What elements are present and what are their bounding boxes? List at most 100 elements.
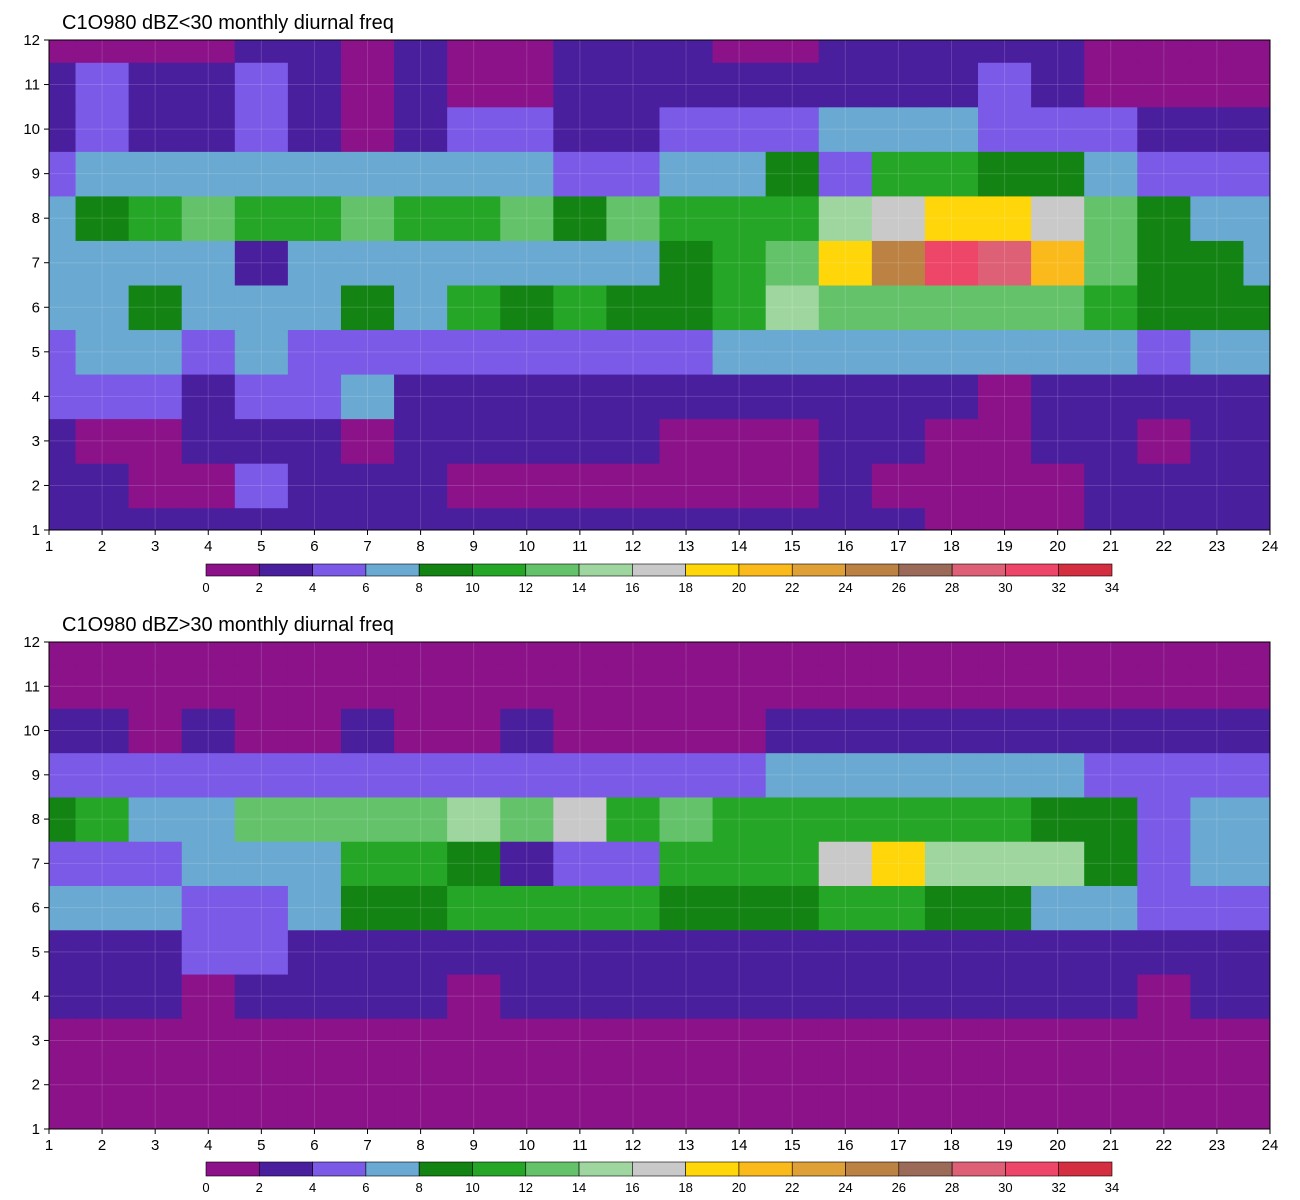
heatmap-cell [1031,664,1085,709]
heatmap-cell [49,752,77,798]
x-tick-label: 3 [151,1137,159,1154]
heatmap-cell [765,374,820,420]
heatmap-cell [447,885,501,931]
heatmap-cell [659,106,714,152]
heatmap-cell [447,106,501,152]
heatmap-cell [447,507,501,531]
heatmap-cell [49,285,77,331]
colorbar-tick-label: 16 [625,1180,639,1195]
heatmap-cell [553,708,607,754]
heatmap-cell [1190,463,1244,509]
x-tick-label: 16 [837,538,854,555]
colorbar-tick-label: 10 [465,1180,479,1195]
heatmap-cell [712,752,767,798]
x-tick-label: 21 [1102,538,1119,555]
heatmap-cell [1137,507,1191,531]
colorbar-swatch [685,1161,740,1177]
heatmap-cell [447,374,501,420]
heatmap-cell [75,974,130,1019]
heatmap-cell [1243,1018,1271,1064]
heatmap-cell [818,708,873,754]
heatmap-cell [871,1106,926,1130]
chart-title: C1O980 dBZ>30 monthly diurnal freq [62,614,394,636]
heatmap-cell [447,752,501,798]
y-tick-label: 3 [32,433,40,450]
y-tick-label: 8 [32,210,40,227]
heatmap-cell [924,642,979,665]
heatmap-cell [394,841,448,886]
heatmap-cell [712,708,767,754]
heatmap-cell [181,463,236,509]
heatmap-cell [394,708,448,754]
x-tick-label: 12 [625,1137,642,1154]
colorbar-swatch [472,1161,527,1177]
colorbar-tick-label: 22 [785,1180,799,1195]
heatmap-cell [394,642,448,665]
heatmap-cell [553,885,607,931]
heatmap-cell [75,195,130,241]
x-tick-label: 3 [151,538,159,555]
heatmap-cell [924,1062,979,1108]
heatmap-cell [181,642,236,665]
heatmap-cell [75,708,130,754]
heatmap-cell [871,151,926,197]
heatmap-cell [287,329,342,375]
colorbar-swatch [1005,563,1060,577]
heatmap-cell [818,106,873,152]
heatmap-cell [49,664,77,709]
heatmap-cell [181,1062,236,1108]
heatmap-cell [712,507,767,531]
heatmap-cell [553,195,607,241]
colorbar-swatch [1058,563,1113,577]
colorbar-tick-label: 8 [416,580,423,595]
heatmap-cell [978,329,1032,375]
heatmap-cell [1190,285,1244,331]
heatmap-cell [340,418,395,464]
heatmap-cell [659,195,714,241]
heatmap-cell [181,841,236,886]
heatmap-cell [394,885,448,931]
heatmap-cell [871,285,926,331]
heatmap-cell [553,40,607,63]
heatmap-cell [765,195,820,241]
heatmap-cell [978,240,1032,286]
heatmap-cell [1031,62,1085,108]
heatmap-cell [394,664,448,709]
heatmap-cell [978,1062,1032,1108]
heatmap-cell [1190,974,1244,1019]
heatmap-cell [818,195,873,241]
heatmap-cell [447,329,501,375]
heatmap-cell [1137,1106,1191,1130]
heatmap-cell [1137,708,1191,754]
x-tick-label: 10 [518,538,535,555]
heatmap-cell [181,1106,236,1130]
heatmap-cell [500,1062,554,1108]
x-tick-label: 11 [572,1137,588,1154]
heatmap-cell [234,329,289,375]
heatmap-cell [234,374,289,420]
heatmap-cell [287,463,342,509]
heatmap-cell [128,285,183,331]
heatmap-cell [340,285,395,331]
heatmap-cell [818,929,873,975]
heatmap-cell [553,62,607,108]
heatmap-cell [1084,418,1138,464]
heatmap-cell [1190,708,1244,754]
heatmap-cell [447,974,501,1019]
heatmap-cell [1084,195,1138,241]
heatmap-cell [1190,642,1244,665]
heatmap-cell [1137,418,1191,464]
x-tick-label: 24 [1262,1137,1279,1154]
heatmap-cell [978,106,1032,152]
heatmap-cell [234,1062,289,1108]
heatmap-cell [128,708,183,754]
x-tick-label: 17 [890,1137,907,1154]
x-tick-label: 5 [257,538,265,555]
x-tick-label: 12 [625,538,642,555]
heatmap-cell [606,329,660,375]
heatmap-cell [49,195,77,241]
heatmap-cell [1190,106,1244,152]
heatmap-cell [1243,796,1271,842]
heatmap-cell [765,974,820,1019]
colorbar-swatch [258,1161,313,1177]
